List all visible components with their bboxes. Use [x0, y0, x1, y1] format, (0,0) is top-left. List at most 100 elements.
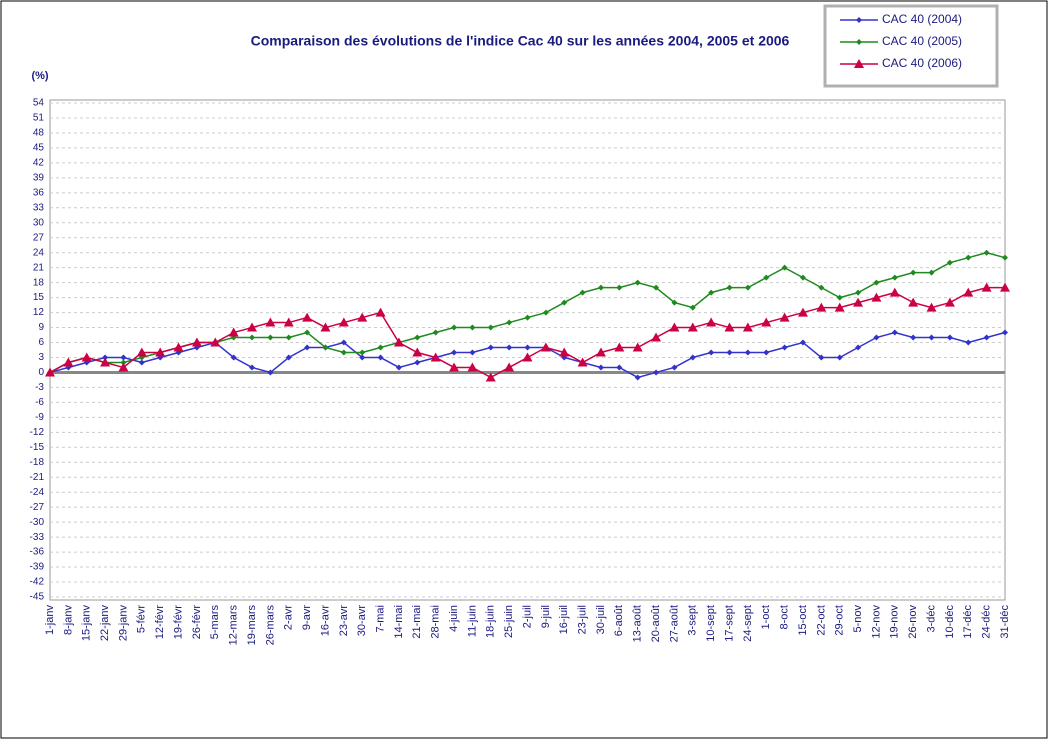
- y-tick-label: 45: [33, 143, 45, 154]
- x-tick-label: 24-sept: [742, 605, 754, 642]
- marker: [873, 334, 880, 341]
- marker: [359, 354, 366, 361]
- y-tick-label: -30: [30, 517, 45, 528]
- marker: [799, 274, 806, 281]
- y-tick-label: -21: [30, 472, 45, 483]
- marker: [595, 347, 606, 357]
- y-tick-label: 30: [33, 217, 45, 228]
- marker: [393, 337, 404, 347]
- x-tick-label: 23-juil: [577, 605, 589, 634]
- marker: [63, 357, 74, 367]
- x-tick-label: 22-oct: [815, 605, 827, 636]
- marker: [377, 354, 384, 361]
- marker: [524, 314, 531, 321]
- marker: [228, 327, 239, 337]
- y-tick-label: 27: [33, 232, 45, 243]
- marker: [891, 274, 898, 281]
- marker: [265, 317, 276, 327]
- marker: [340, 349, 347, 356]
- x-tick-label: 22-janv: [99, 605, 111, 642]
- marker: [616, 284, 623, 291]
- marker: [781, 344, 788, 351]
- marker: [430, 352, 441, 362]
- marker: [338, 317, 349, 327]
- x-tick-label: 3-déc: [925, 605, 937, 633]
- marker: [910, 269, 917, 276]
- marker: [946, 334, 953, 341]
- marker: [926, 302, 937, 312]
- marker: [634, 279, 641, 286]
- x-tick-label: 25-juin: [503, 605, 515, 638]
- x-tick-label: 19-mars: [246, 605, 258, 646]
- x-tick-label: 20-août: [650, 605, 662, 642]
- x-tick-label: 14-mai: [393, 605, 405, 639]
- marker: [891, 329, 898, 336]
- x-tick-label: 17-déc: [962, 605, 974, 639]
- x-tick-label: 1-oct: [760, 605, 772, 629]
- y-tick-label: 0: [38, 367, 44, 378]
- marker: [689, 354, 696, 361]
- marker: [432, 329, 439, 336]
- marker: [561, 299, 568, 306]
- marker: [818, 284, 825, 291]
- marker: [761, 317, 772, 327]
- y-tick-label: 54: [33, 98, 45, 109]
- marker: [726, 284, 733, 291]
- marker: [542, 309, 549, 316]
- marker: [889, 287, 900, 297]
- x-tick-label: 31-déc: [999, 605, 1011, 639]
- marker: [247, 322, 258, 332]
- marker: [81, 352, 92, 362]
- x-tick-label: 26-févr: [191, 605, 203, 640]
- marker: [981, 282, 992, 292]
- marker: [653, 284, 660, 291]
- y-tick-label: -15: [30, 442, 45, 453]
- marker: [928, 269, 935, 276]
- x-tick-label: 8-janv: [62, 605, 74, 635]
- x-tick-label: 16-avr: [319, 605, 331, 637]
- marker: [173, 342, 184, 352]
- marker: [377, 344, 384, 351]
- x-tick-label: 16-juil: [558, 605, 570, 634]
- marker: [983, 334, 990, 341]
- marker: [871, 292, 882, 302]
- marker: [671, 364, 678, 371]
- marker: [304, 329, 311, 336]
- marker: [414, 359, 421, 366]
- marker: [669, 322, 680, 332]
- x-tick-label: 12-nov: [870, 605, 882, 639]
- marker: [285, 334, 292, 341]
- marker: [320, 322, 331, 332]
- chart-title: Comparaison des évolutions de l'indice C…: [251, 33, 790, 49]
- x-tick-label: 18-juin: [485, 605, 497, 638]
- x-tick-label: 9-avr: [301, 605, 313, 630]
- x-tick-label: 12-févr: [154, 605, 166, 640]
- legend-label: CAC 40 (2006): [882, 56, 962, 70]
- marker: [965, 254, 972, 261]
- marker: [249, 364, 256, 371]
- marker: [467, 362, 478, 372]
- y-tick-label: 42: [33, 158, 45, 169]
- marker: [487, 324, 494, 331]
- marker: [100, 357, 111, 367]
- marker: [651, 332, 662, 342]
- x-tick-label: 10-déc: [944, 605, 956, 639]
- marker: [763, 274, 770, 281]
- legend-label: CAC 40 (2004): [882, 12, 962, 26]
- marker: [506, 344, 513, 351]
- marker: [469, 324, 476, 331]
- marker: [763, 349, 770, 356]
- y-tick-label: 18: [33, 277, 45, 288]
- marker: [856, 17, 862, 23]
- y-tick-label: 24: [33, 247, 45, 258]
- marker: [726, 349, 733, 356]
- marker: [908, 297, 919, 307]
- plot-area: [49, 99, 1006, 601]
- marker: [304, 344, 311, 351]
- y-tick-label: -3: [35, 382, 44, 393]
- x-tick-label: 5-févr: [136, 605, 148, 633]
- x-tick-label: 30-juil: [595, 605, 607, 634]
- x-tick-label: 17-sept: [723, 605, 735, 642]
- marker: [540, 342, 551, 352]
